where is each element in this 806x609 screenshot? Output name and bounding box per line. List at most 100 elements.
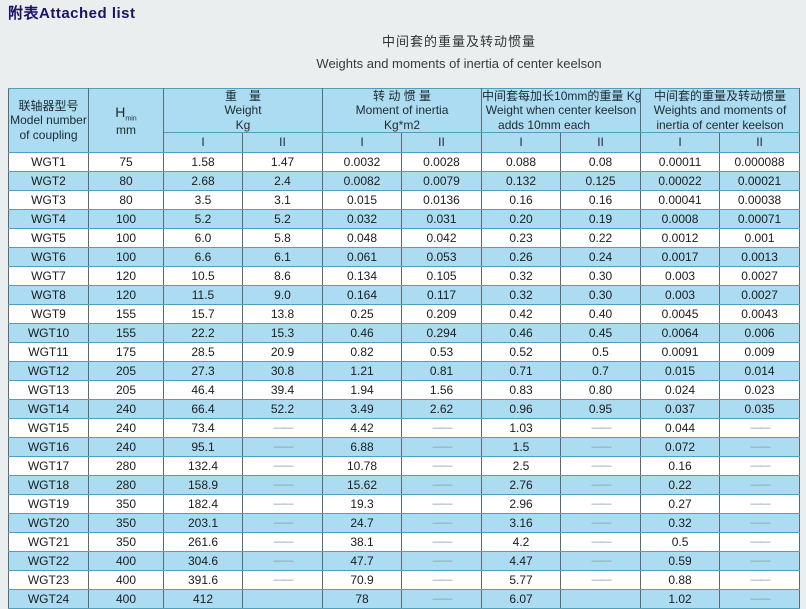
value-cell: 0.0045: [640, 304, 721, 325]
value-cell: 0.023: [719, 380, 801, 401]
value-cell: 78: [322, 589, 403, 609]
table-body: WGT1 75 1.58 1.47 0.0032 0.0028 0.088 0.08 0.000…: [8, 152, 801, 609]
model-cell: WGT2: [8, 171, 89, 192]
value-cell: 0.015: [322, 190, 403, 211]
value-cell: 0.009: [719, 342, 801, 363]
value-cell: ——: [401, 570, 483, 591]
col-header-add10: 中间套每加长10mm的重量 Kg Weight when center keel…: [481, 87, 642, 134]
model-cell: WGT23: [8, 570, 89, 591]
value-cell: 205: [88, 361, 164, 382]
value-cell: 0.83: [481, 380, 562, 401]
value-cell: 0.00021: [719, 171, 801, 192]
value-cell: [241, 589, 324, 609]
value-cell: 0.132: [481, 171, 562, 192]
model-cell: WGT18: [8, 475, 89, 496]
value-cell: 0.014: [719, 361, 801, 382]
title-english: Weights and moments of inertia of center…: [316, 56, 602, 71]
value-cell: 0.000088: [719, 152, 801, 173]
table-row: WGT19 350 182.4 —— 19.3 —— 2.96 —— 0.27 ——: [8, 494, 801, 515]
value-cell: 2.5: [481, 456, 562, 477]
model-cell: WGT4: [8, 209, 89, 230]
value-cell: 0.0043: [719, 304, 801, 325]
value-cell: ——: [241, 513, 324, 534]
value-cell: 391.6: [163, 570, 243, 591]
col-header-model-en1: Model number: [10, 113, 87, 128]
value-cell: 0.42: [481, 304, 562, 325]
col-header-model: 联轴器型号 Model number of coupling: [8, 87, 89, 154]
value-cell: 100: [88, 228, 164, 249]
value-cell: 0.044: [640, 418, 721, 439]
value-cell: 8.6: [241, 266, 324, 287]
model-cell: WGT3: [8, 190, 89, 211]
value-cell: 19.3: [322, 494, 403, 515]
value-cell: 400: [88, 589, 164, 609]
value-cell: 0.0064: [640, 323, 721, 344]
col-header-weight-unit: Kg: [235, 117, 251, 132]
value-cell: 0.19: [560, 209, 642, 230]
value-cell: 0.26: [481, 247, 562, 268]
value-cell: 0.0091: [640, 342, 721, 363]
value-cell: 0.45: [560, 323, 642, 344]
value-cell: 175: [88, 342, 164, 363]
value-cell: ——: [401, 475, 483, 496]
value-cell: 2.76: [481, 475, 562, 496]
model-cell: WGT5: [8, 228, 89, 249]
value-cell: [560, 589, 642, 609]
value-cell: 0.52: [481, 342, 562, 363]
value-cell: 0.0013: [719, 247, 801, 268]
value-cell: ——: [560, 494, 642, 515]
value-cell: 0.5: [640, 532, 721, 553]
value-cell: 1.03: [481, 418, 562, 439]
hmin-symbol: H: [115, 103, 126, 120]
value-cell: 400: [88, 570, 164, 591]
value-cell: 0.0008: [640, 209, 721, 230]
value-cell: 2.68: [163, 171, 243, 192]
value-cell: 1.58: [163, 152, 243, 173]
value-cell: 0.0136: [401, 190, 483, 211]
value-cell: 0.20: [481, 209, 562, 230]
value-cell: 0.00022: [640, 171, 721, 192]
value-cell: 52.2: [241, 399, 324, 420]
model-cell: WGT22: [8, 551, 89, 572]
value-cell: 0.16: [560, 190, 642, 211]
value-cell: 6.1: [241, 247, 324, 268]
value-cell: ——: [560, 551, 642, 572]
table-row: WGT13 205 46.4 39.4 1.94 1.56 0.83 0.80 0.024 0.0…: [8, 380, 801, 401]
hmin-unit: mm: [116, 123, 136, 138]
value-cell: 0.0032: [322, 152, 403, 173]
model-cell: WGT14: [8, 399, 89, 420]
value-cell: ——: [241, 475, 324, 496]
value-cell: 0.032: [322, 209, 403, 230]
value-cell: 0.117: [401, 285, 483, 306]
value-cell: 350: [88, 532, 164, 553]
hmin-subscript: min: [125, 114, 137, 122]
value-cell: 205: [88, 380, 164, 401]
value-cell: 240: [88, 399, 164, 420]
value-cell: 304.6: [163, 551, 243, 572]
value-cell: ——: [401, 456, 483, 477]
model-cell: WGT9: [8, 304, 89, 325]
value-cell: 240: [88, 418, 164, 439]
value-cell: 155: [88, 323, 164, 344]
value-cell: 203.1: [163, 513, 243, 534]
value-cell: 0.16: [481, 190, 562, 211]
value-cell: ——: [401, 437, 483, 458]
subheader-keelson-ii: II: [719, 132, 801, 154]
value-cell: 0.82: [322, 342, 403, 363]
subheader-weight-ii: II: [241, 132, 324, 154]
table-row: WGT9 155 15.7 13.8 0.25 0.209 0.42 0.40 0.0045 0.…: [8, 304, 801, 325]
value-cell: 0.0079: [401, 171, 483, 192]
value-cell: 6.6: [163, 247, 243, 268]
value-cell: ——: [241, 494, 324, 515]
table-row: WGT10 155 22.2 15.3 0.46 0.294 0.46 0.45 0.0064 0…: [8, 323, 801, 344]
value-cell: 0.81: [401, 361, 483, 382]
value-cell: 0.031: [401, 209, 483, 230]
col-header-add10-zh: 中间套每加长10mm的重量 Kg: [482, 89, 641, 103]
value-cell: 20.9: [241, 342, 324, 363]
value-cell: 0.46: [481, 323, 562, 344]
value-cell: 4.47: [481, 551, 562, 572]
value-cell: 0.23: [481, 228, 562, 249]
value-cell: 280: [88, 456, 164, 477]
value-cell: 15.7: [163, 304, 243, 325]
value-cell: 1.5: [481, 437, 562, 458]
